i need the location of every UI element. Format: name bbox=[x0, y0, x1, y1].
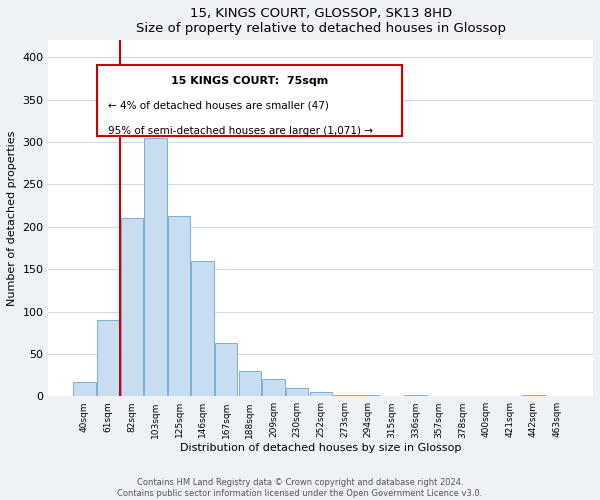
Text: 95% of semi-detached houses are larger (1,071) →: 95% of semi-detached houses are larger (… bbox=[109, 126, 373, 136]
Y-axis label: Number of detached properties: Number of detached properties bbox=[7, 130, 17, 306]
Bar bbox=[215, 343, 238, 396]
Bar bbox=[333, 394, 356, 396]
Bar bbox=[121, 218, 143, 396]
FancyBboxPatch shape bbox=[97, 65, 403, 136]
Text: ← 4% of detached houses are smaller (47): ← 4% of detached houses are smaller (47) bbox=[109, 101, 329, 111]
Text: 15 KINGS COURT:  75sqm: 15 KINGS COURT: 75sqm bbox=[172, 76, 329, 86]
Bar bbox=[262, 380, 285, 396]
Bar bbox=[239, 371, 261, 396]
Bar bbox=[73, 382, 95, 396]
Bar bbox=[97, 320, 119, 396]
Bar bbox=[310, 392, 332, 396]
Bar bbox=[191, 260, 214, 396]
Bar bbox=[286, 388, 308, 396]
Bar bbox=[168, 216, 190, 396]
Bar bbox=[144, 138, 167, 396]
X-axis label: Distribution of detached houses by size in Glossop: Distribution of detached houses by size … bbox=[180, 443, 461, 453]
Title: 15, KINGS COURT, GLOSSOP, SK13 8HD
Size of property relative to detached houses : 15, KINGS COURT, GLOSSOP, SK13 8HD Size … bbox=[136, 7, 506, 35]
Text: Contains HM Land Registry data © Crown copyright and database right 2024.
Contai: Contains HM Land Registry data © Crown c… bbox=[118, 478, 482, 498]
